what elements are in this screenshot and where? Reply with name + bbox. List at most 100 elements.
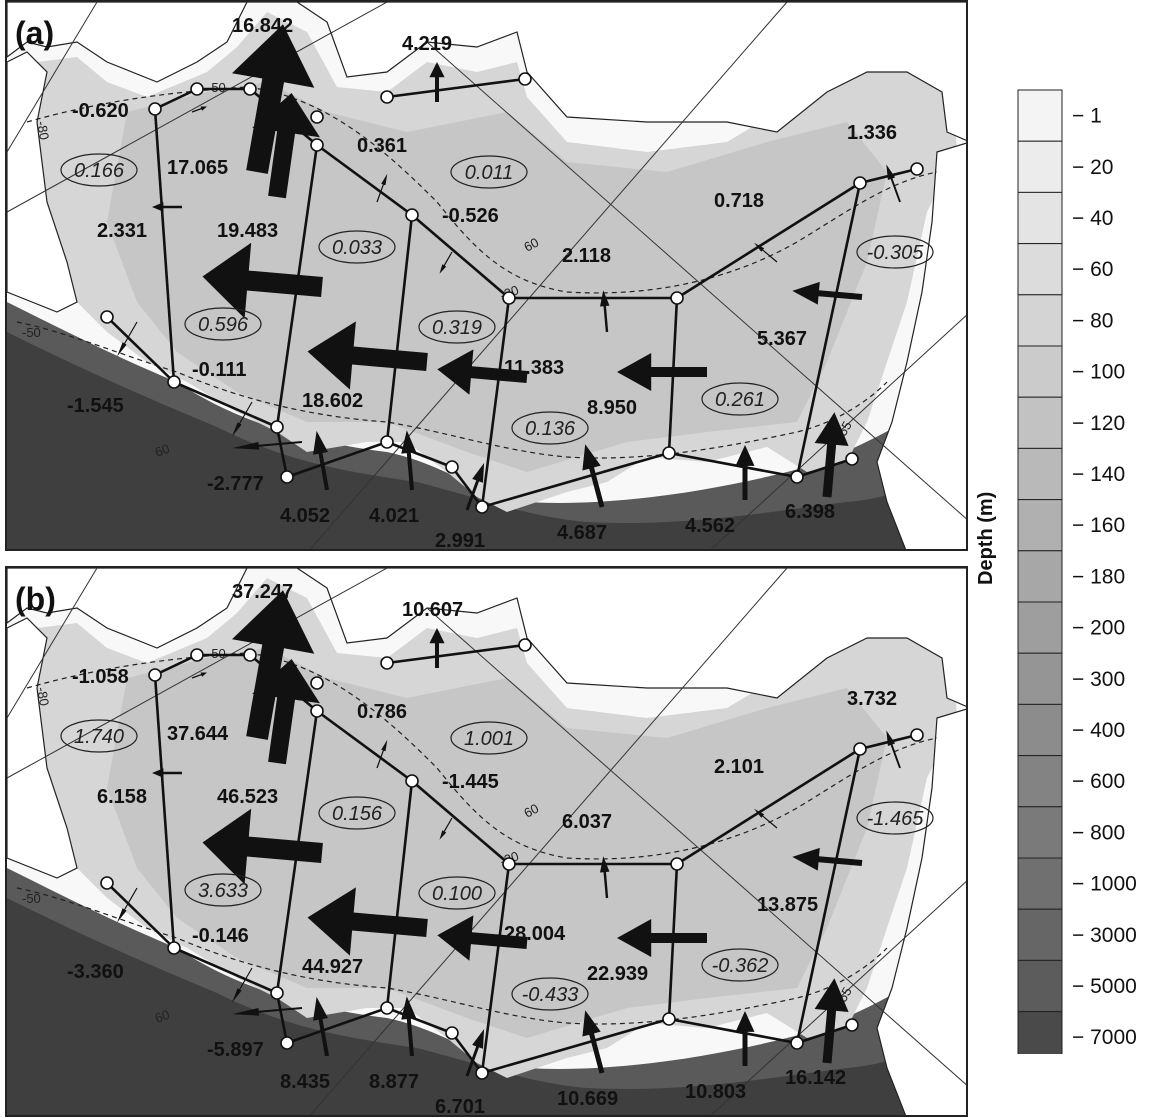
section-line: [796, 1023, 853, 1045]
transport-value: 28.004: [504, 923, 566, 945]
transport-arrow: [376, 739, 388, 769]
transport-arrow: [439, 251, 453, 274]
transport-arrow: [582, 444, 605, 508]
transport-value: 2.101: [714, 756, 764, 778]
map-panel-a: -50-506060-3055-8016.8424.219-0.62017.06…: [5, 0, 968, 551]
transport-arrow: [814, 978, 849, 1064]
transport-arrow: [232, 24, 315, 174]
legend-swatch: [1017, 806, 1063, 859]
section-node: [405, 774, 419, 788]
transport-value: 46.523: [217, 786, 278, 808]
land-east: [876, 708, 966, 1115]
transport-value: 0.786: [357, 701, 407, 723]
section-line: [385, 214, 414, 443]
contour-label: 60: [521, 235, 541, 255]
transport-arrow: [754, 808, 778, 829]
section-node: [445, 460, 459, 474]
section-line: [153, 674, 176, 949]
legend-tick-label: − 120: [1072, 412, 1125, 435]
legend-tick-label: − 800: [1072, 821, 1125, 844]
transport-arrow: [429, 62, 445, 102]
map-panel-b: -50-506060-3055-8037.24710.607-1.05837.6…: [5, 566, 968, 1117]
transport-arrow: [814, 412, 849, 498]
transport-arrow: [754, 242, 778, 263]
legend-tick-label: − 60: [1072, 258, 1113, 281]
transport-value: 10.803: [685, 1081, 746, 1103]
box-value: 0.156: [332, 803, 383, 825]
section-node: [380, 90, 394, 104]
section-node: [310, 676, 324, 690]
section-node: [445, 1026, 459, 1040]
transport-arrow: [152, 202, 182, 212]
section-line: [386, 77, 526, 99]
box-value-oval: [511, 977, 589, 1011]
land-west: [7, 617, 78, 879]
transport-value: -0.526: [442, 205, 499, 227]
transport-value: -2.777: [207, 473, 264, 495]
section-node: [280, 1036, 294, 1050]
section-line: [411, 780, 510, 865]
section-node: [518, 638, 532, 652]
legend-swatch: [1017, 294, 1063, 347]
section-node: [670, 857, 684, 871]
transport-arrow: [735, 445, 755, 500]
section-line: [480, 297, 511, 508]
transport-arrow: [376, 173, 388, 203]
transport-arrow: [307, 321, 428, 390]
section-line: [385, 780, 414, 1009]
legend-swatch: [1017, 550, 1063, 603]
legend-swatch: [1017, 601, 1063, 654]
transport-arrow: [600, 856, 610, 899]
panel-letter: (a): [15, 15, 54, 51]
section-node: [853, 176, 867, 190]
legend-swatch: [1017, 396, 1063, 449]
transport-value: -0.620: [72, 100, 129, 122]
transport-value: 6.037: [562, 811, 612, 833]
transport-value: 13.875: [757, 894, 818, 916]
transport-arrow: [429, 628, 445, 668]
box-value-oval: [184, 873, 262, 907]
section-node: [405, 208, 419, 222]
section-node: [790, 470, 804, 484]
legend-swatch: [1017, 1011, 1063, 1064]
transport-value: 1.336: [847, 122, 897, 144]
transport-arrow: [600, 290, 610, 333]
transport-value: 10.669: [557, 1088, 618, 1110]
box-value-oval: [60, 153, 138, 187]
legend-tick-label: − 1000: [1072, 873, 1137, 896]
transport-value: 19.483: [217, 220, 278, 242]
box-value-oval: [856, 235, 934, 269]
transport-arrow: [232, 401, 253, 437]
transport-arrow: [582, 1010, 605, 1074]
legend-tick-label: − 3000: [1072, 924, 1137, 947]
transport-value: -3.360: [67, 961, 124, 983]
section-node: [310, 110, 324, 124]
legend-tick-label: − 160: [1072, 514, 1125, 537]
legend-swatch: [1017, 345, 1063, 398]
section-line: [106, 316, 175, 383]
legend-tick-label: − 200: [1072, 617, 1125, 640]
box-value: -0.305: [867, 242, 925, 264]
graticule-line: [7, 568, 98, 719]
box-value-oval: [418, 876, 496, 910]
section-node: [662, 1012, 676, 1026]
section-node: [167, 941, 181, 955]
transport-value: 0.718: [714, 190, 764, 212]
section-line: [450, 466, 484, 508]
transport-value: -1.545: [67, 395, 124, 417]
section-line: [386, 643, 526, 665]
box-value-oval: [701, 382, 779, 416]
section-node: [853, 742, 867, 756]
section-line: [676, 181, 861, 300]
box-value: 0.100: [432, 883, 482, 905]
section-node: [100, 310, 114, 324]
legend-tick-label: − 1: [1072, 105, 1102, 128]
box-value-oval: [856, 801, 934, 835]
legend-tick-label: − 7000: [1072, 1026, 1137, 1049]
box-value: 0.033: [332, 237, 382, 259]
transport-value: 4.052: [280, 505, 330, 527]
transport-arrow: [792, 847, 863, 871]
transport-arrow: [152, 768, 182, 778]
legend-tick-label: − 100: [1072, 361, 1125, 384]
transport-value: -0.111: [192, 359, 247, 381]
